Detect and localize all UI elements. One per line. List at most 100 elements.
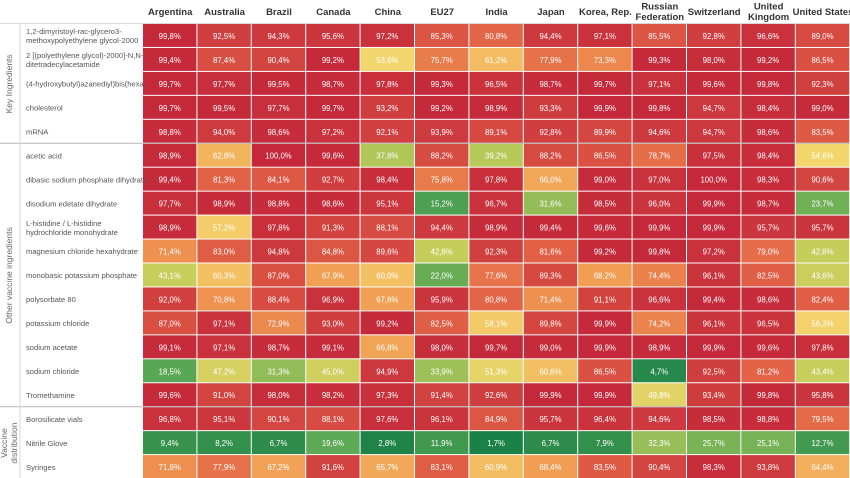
heatmap-cell: [415, 455, 469, 478]
cell-value: 98,7%: [757, 200, 779, 209]
heatmap-cell: [306, 143, 360, 167]
heatmap-cell: [415, 191, 469, 215]
cell-value: 99,5%: [267, 80, 289, 89]
heatmap-cell: [251, 335, 306, 359]
heatmap-cell: [687, 119, 741, 143]
heatmap-cell: [632, 239, 686, 263]
cell-value: 96,1%: [703, 319, 725, 328]
heatmap-cells: 99,8% 92,5% 94,3% 95,6% 97,2% 85,3% 80,8% 94,4%…: [143, 24, 850, 478]
heatmap-cell: [578, 359, 632, 383]
cell-value: 99,8%: [159, 32, 181, 41]
cell-value: 92,6%: [485, 391, 507, 400]
heatmap-cell: [143, 335, 197, 359]
cell-value: 97,2%: [322, 128, 344, 137]
cell-value: 58,1%: [485, 319, 507, 328]
heatmap-cell: [251, 143, 306, 167]
cell-value: 98,2%: [322, 391, 344, 400]
heatmap-cell: [360, 359, 414, 383]
heatmap-cell: [197, 383, 251, 407]
cell-value: 75,7%: [431, 56, 453, 65]
heatmap-cell: [741, 455, 795, 478]
cell-value: 99,8%: [648, 248, 670, 257]
heatmap-cell: [795, 119, 850, 143]
heatmap-cell: [741, 359, 795, 383]
cell-value: 98,4%: [376, 176, 398, 185]
heatmap-cell: [741, 311, 795, 335]
heatmap-cell: [523, 71, 578, 95]
heatmap-cell: [415, 167, 469, 191]
column-header: Brazil: [266, 7, 292, 18]
heatmap-cell: [197, 359, 251, 383]
cell-value: 43,1%: [159, 271, 181, 280]
row-label: disodium edetate dihydrate: [26, 199, 117, 208]
cell-value: 96,9%: [322, 295, 344, 304]
heatmap-cell: [360, 431, 414, 455]
heatmap-cell: [632, 191, 686, 215]
column-headers: Argentina Australia Brazil Canada China EU27 I…: [148, 2, 850, 24]
heatmap-cell: [360, 263, 414, 287]
cell-value: 53,6%: [376, 56, 398, 65]
heatmap-cell: [143, 143, 197, 167]
heatmap-cell: [687, 407, 741, 431]
heatmap-cell: [523, 215, 578, 239]
heatmap-cell: [306, 407, 360, 431]
heatmap-cell: [143, 407, 197, 431]
cell-value: 99,7%: [159, 104, 181, 113]
heatmap-cell: [523, 359, 578, 383]
cell-value: 100,0%: [265, 152, 292, 161]
cell-value: 98,7%: [539, 80, 561, 89]
cell-value: 79,5%: [811, 415, 833, 424]
cell-value: 90,1%: [267, 415, 289, 424]
cell-value: 99,0%: [539, 343, 561, 352]
heatmap-cell: [578, 383, 632, 407]
cell-value: 98,9%: [159, 224, 181, 233]
cell-value: 97,6%: [376, 415, 398, 424]
heatmap-cell: [687, 167, 741, 191]
cell-value: 73,3%: [594, 56, 616, 65]
heatmap-cell: [578, 143, 632, 167]
heatmap-cell: [523, 191, 578, 215]
heatmap-cell: [469, 239, 523, 263]
heatmap-cell: [143, 431, 197, 455]
cell-value: 98,5%: [703, 415, 725, 424]
column-header: Argentina: [148, 7, 193, 18]
heatmap-cell: [687, 47, 741, 71]
cell-value: 98,3%: [703, 463, 725, 472]
heatmap-cell: [578, 119, 632, 143]
cell-value: 96,5%: [485, 80, 507, 89]
cell-value: 91,3%: [322, 224, 344, 233]
cell-value: 98,9%: [159, 152, 181, 161]
row-label: L-histidine / L-histidine hydrochloride m…: [26, 219, 118, 237]
cell-value: 91,0%: [213, 391, 235, 400]
cell-value: 99,9%: [703, 224, 725, 233]
cell-value: 98,9%: [485, 104, 507, 113]
heatmap-cell: [197, 239, 251, 263]
cell-value: 94,7%: [703, 128, 725, 137]
heatmap-cell: [632, 95, 686, 119]
heatmap-cell: [143, 263, 197, 287]
cell-value: 99,6%: [703, 80, 725, 89]
cell-value: 97,0%: [648, 176, 670, 185]
heatmap-cell: [795, 383, 850, 407]
column-header: Japan: [537, 7, 565, 18]
cell-value: 99,9%: [648, 224, 670, 233]
heatmap-cell: [251, 71, 306, 95]
heatmap-cell: [578, 263, 632, 287]
cell-value: 97,1%: [594, 32, 616, 41]
row-label: Nitrile Glove: [26, 439, 67, 448]
cell-value: 1,7%: [487, 439, 505, 448]
cell-value: 95,8%: [811, 391, 833, 400]
cell-value: 97,7%: [213, 80, 235, 89]
heatmap-cell: [741, 431, 795, 455]
heatmap-cell: [523, 167, 578, 191]
cell-value: 89,1%: [485, 128, 507, 137]
heatmap-cell: [632, 47, 686, 71]
heatmap-cell: [197, 24, 251, 47]
cell-value: 92,3%: [485, 248, 507, 257]
heatmap-cell: [578, 95, 632, 119]
cell-value: 92,8%: [539, 128, 561, 137]
cell-value: 81,2%: [757, 367, 779, 376]
cell-value: 67,9%: [322, 271, 344, 280]
cell-value: 99,8%: [648, 104, 670, 113]
heatmap-cell: [415, 143, 469, 167]
